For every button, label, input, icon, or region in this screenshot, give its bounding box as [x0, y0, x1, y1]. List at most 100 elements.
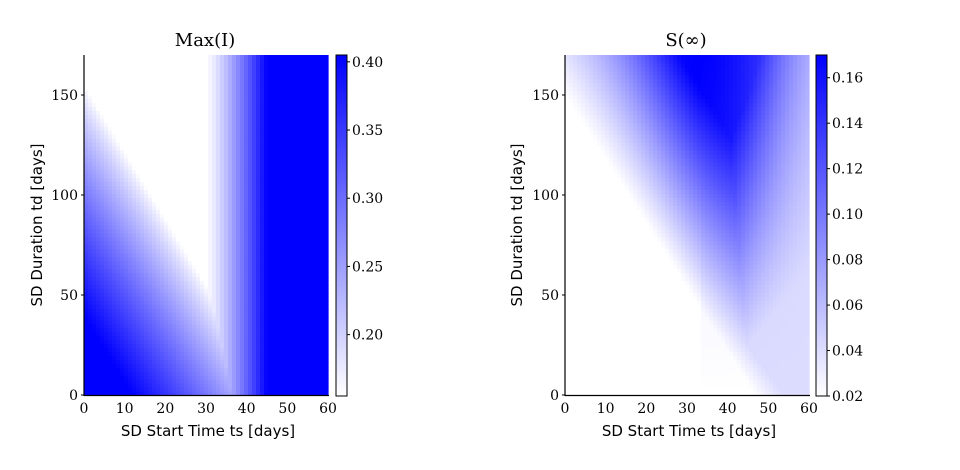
heatmap-cell — [108, 359, 113, 364]
heatmap-cell — [260, 197, 265, 202]
heatmap-cell — [116, 55, 121, 60]
heatmap-cell — [260, 138, 265, 143]
heatmap-cell — [172, 387, 177, 392]
heatmap-cell — [300, 130, 305, 135]
heatmap-cell — [104, 82, 109, 88]
heatmap-cell — [220, 327, 225, 333]
heatmap-cell — [220, 138, 225, 143]
heatmap-cell — [280, 205, 285, 210]
heatmap-cell — [308, 371, 313, 376]
heatmap-cell — [292, 383, 297, 388]
heatmap-cell — [188, 335, 193, 341]
heatmap-cell — [108, 383, 113, 388]
heatmap-cell — [252, 319, 257, 325]
heatmap-cell — [304, 209, 309, 214]
heatmap-cell — [144, 209, 149, 214]
heatmap-cell — [284, 70, 289, 76]
heatmap-cell — [264, 221, 269, 226]
heatmap-cell — [180, 327, 185, 333]
heatmap-cell — [148, 177, 153, 183]
heatmap-cell — [240, 311, 245, 317]
heatmap-cell — [244, 315, 249, 321]
heatmap-cell — [288, 145, 293, 151]
heatmap-cell — [240, 94, 245, 100]
heatmap-cell — [140, 153, 145, 159]
heatmap-cell — [252, 157, 257, 163]
heatmap-cell — [268, 181, 273, 187]
heatmap-cell — [128, 62, 133, 68]
heatmap-cell — [164, 134, 169, 139]
heatmap-cell — [96, 272, 101, 277]
heatmap-cell — [248, 62, 253, 68]
heatmap-cell — [112, 347, 117, 353]
heatmap-cell — [84, 264, 89, 270]
heatmap-cell — [268, 58, 273, 64]
heatmap-cell — [88, 276, 93, 281]
heatmap-cell — [308, 161, 313, 167]
heatmap-cell — [296, 351, 301, 357]
heatmap-cell — [292, 315, 297, 321]
heatmap-cell — [216, 391, 221, 396]
heatmap-cell — [228, 102, 233, 107]
heatmap-cell — [264, 114, 269, 119]
heatmap-cell — [300, 367, 305, 372]
heatmap-cell — [132, 311, 137, 317]
heatmap-cell — [160, 201, 165, 206]
heatmap-cell — [232, 221, 237, 226]
heatmap-cell — [128, 296, 133, 301]
heatmap-cell — [284, 308, 289, 313]
heatmap-cell — [148, 82, 153, 88]
heatmap-cell — [196, 169, 201, 175]
heatmap-cell — [260, 165, 265, 171]
heatmap-cell — [108, 165, 113, 171]
heatmap-cell — [188, 256, 193, 262]
heatmap-cell — [224, 78, 229, 84]
heatmap-cell — [180, 347, 185, 353]
heatmap-cell — [252, 339, 257, 345]
heatmap-cell — [156, 391, 161, 396]
heatmap-cell — [108, 94, 113, 100]
heatmap-cell — [308, 130, 313, 135]
heatmap-cell — [224, 70, 229, 76]
heatmap-cell — [268, 347, 273, 353]
heatmap-cell — [116, 367, 121, 372]
heatmap-cell — [172, 292, 177, 297]
heatmap-cell — [284, 217, 289, 222]
heatmap-cell — [244, 248, 249, 254]
heatmap-cell — [304, 217, 309, 222]
heatmap-cell — [172, 284, 177, 289]
heatmap-cell — [284, 323, 289, 329]
heatmap-cell — [276, 130, 281, 135]
heatmap-cell — [208, 387, 213, 392]
heatmap-cell — [180, 296, 185, 301]
heatmap-cell — [188, 114, 193, 119]
heatmap-cell — [304, 387, 309, 392]
heatmap-cell — [168, 122, 173, 127]
heatmap-cell — [116, 62, 121, 68]
heatmap-cell — [244, 343, 249, 349]
heatmap-cell — [292, 157, 297, 163]
heatmap-cell — [120, 308, 125, 313]
heatmap-cell — [280, 331, 285, 337]
heatmap-cell — [304, 232, 309, 238]
heatmap-cell — [188, 311, 193, 317]
heatmap-cell — [108, 315, 113, 321]
heatmap-cell — [216, 197, 221, 202]
heatmap-cell — [212, 355, 217, 361]
heatmap-cell — [284, 331, 289, 337]
heatmap-cell — [292, 177, 297, 183]
heatmap-cell — [228, 62, 233, 68]
heatmap-cell — [88, 161, 93, 167]
heatmap-cell — [208, 240, 213, 246]
heatmap-cell — [168, 221, 173, 226]
heatmap-cell — [176, 161, 181, 167]
heatmap-cell — [184, 126, 189, 131]
heatmap-cell — [152, 300, 157, 305]
heatmap-cell — [308, 308, 313, 313]
heatmap-cell — [160, 205, 165, 210]
heatmap-cell — [304, 225, 309, 230]
heatmap-cell — [176, 114, 181, 119]
heatmap-cell — [192, 201, 197, 206]
heatmap-cell — [216, 86, 221, 92]
heatmap-cell — [184, 311, 189, 317]
